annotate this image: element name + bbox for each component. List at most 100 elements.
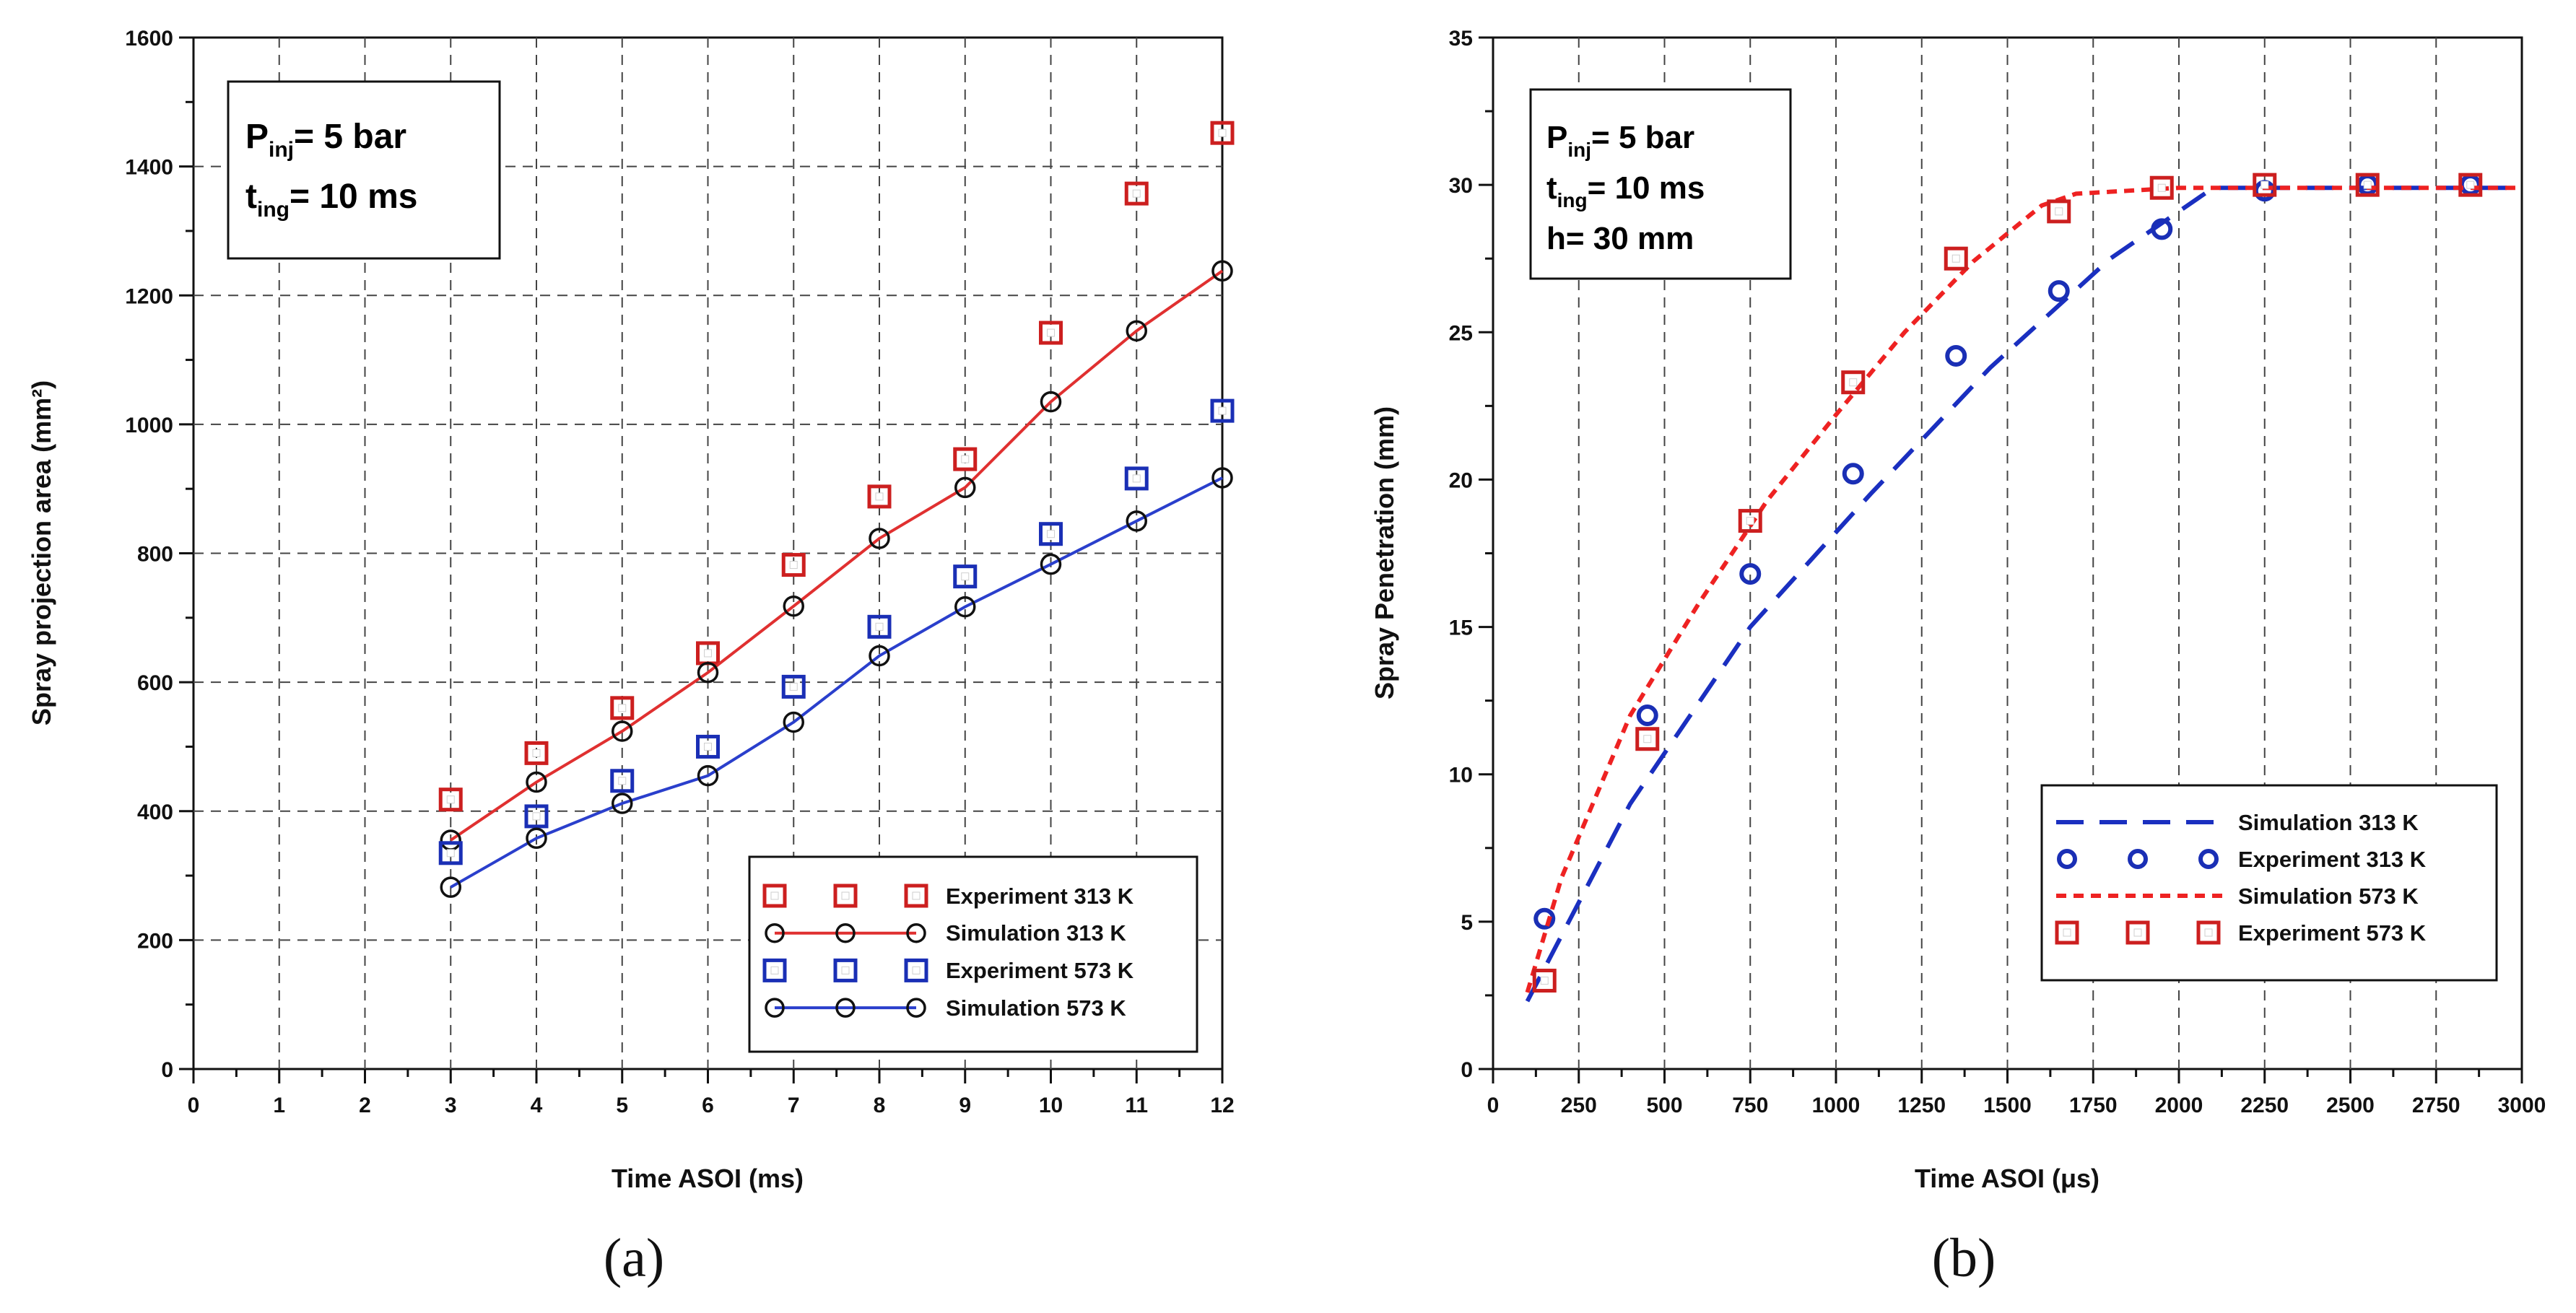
chart-b-data-point xyxy=(2149,175,2174,200)
chart-a-data-point-inner xyxy=(618,704,627,712)
chart-b-ticks: 0 250 500 750 1000 1250 1500 1750 2000 2250 2500 27… xyxy=(1449,27,2546,1117)
chart-b-data-point-inner xyxy=(1746,517,1754,525)
svg-text:ting= 10 ms: ting= 10 ms xyxy=(1546,170,1705,211)
chart-a-series-2 xyxy=(438,398,1235,865)
chart-a-data-point-inner xyxy=(1218,406,1227,415)
chart-a-legend-label: Experiment 573 K xyxy=(946,958,1134,983)
chart-a-data-point-inner xyxy=(961,455,970,463)
chart-b-data-point-inner xyxy=(2466,180,2475,189)
chart-b-x-tick-label: 3000 xyxy=(2498,1094,2546,1117)
chart-a-x-tick-label: 2 xyxy=(359,1094,371,1117)
chart-a-data-point-inner xyxy=(704,649,712,658)
chart-a-data-point xyxy=(610,769,635,793)
chart-b-data-point xyxy=(1635,727,1660,751)
chart-a-x-tick-label: 1 xyxy=(273,1094,285,1117)
chart-a-legend-symbol xyxy=(833,884,858,908)
chart-b-y-axis-label: Spray Penetration (mm) xyxy=(1370,406,1399,699)
chart-a-legend-symbol-inner xyxy=(841,891,850,900)
chart-a-data-point xyxy=(438,841,463,865)
chart-a-data-point-inner xyxy=(532,812,541,821)
chart-b-legend-symbol xyxy=(2055,920,2079,945)
chart-a-data-point xyxy=(1039,522,1063,546)
chart-a-legend-symbol-inner xyxy=(770,891,779,900)
chart-a-data-point-inner xyxy=(789,682,798,691)
chart-a-series-line xyxy=(450,269,1224,842)
svg-text:Pinj= 5 bar: Pinj= 5 bar xyxy=(1546,120,1694,161)
chart-a-x-tick-label: 3 xyxy=(445,1094,457,1117)
chart-b-legend-label: Experiment 573 K xyxy=(2238,920,2427,946)
chart-b-data-point xyxy=(2253,173,2277,197)
chart-a-legend-symbol xyxy=(762,884,787,908)
chart-a-data-point xyxy=(696,734,720,759)
chart-a-y-tick-label: 1200 xyxy=(125,284,173,308)
chart-a-data-point xyxy=(526,771,547,793)
chart-a-data-point-inner xyxy=(1218,128,1227,137)
chart-a-y-tick-label: 1000 xyxy=(125,414,173,437)
chart-a-legend-symbol xyxy=(835,998,856,1018)
chart-b-series xyxy=(1525,173,2522,1003)
chart-a-series-3 xyxy=(440,467,1233,898)
chart-b-y-tick-label: 5 xyxy=(1461,911,1473,935)
svg-text:Pinj= 5 bar: Pinj= 5 bar xyxy=(245,118,406,162)
chart-a-legend-label: Experiment 313 K xyxy=(946,884,1134,909)
chart-a-data-point xyxy=(783,711,804,733)
chart-a-data-point-inner xyxy=(1047,328,1055,337)
chart-b-data-point-inner xyxy=(1540,977,1549,985)
chart-b-legend-symbol-inner xyxy=(2204,928,2213,937)
chart-a-data-point-inner xyxy=(1047,530,1055,538)
chart-b-series-0 xyxy=(1525,186,2522,1003)
chart-b-y-tick-label: 0 xyxy=(1461,1058,1473,1082)
chart-b-legend-symbol-inner xyxy=(2063,928,2071,937)
chart-a-legend-symbol-inner xyxy=(912,966,921,974)
chart-a-data-point-inner xyxy=(446,795,455,804)
chart-a-data-point-inner xyxy=(789,561,798,570)
chart-a-legend-symbol xyxy=(906,922,926,943)
chart-b-y-tick-label: 30 xyxy=(1449,174,1473,198)
chart-a-data-point xyxy=(697,764,719,787)
chart-b-legend-label: Experiment 313 K xyxy=(2238,847,2427,872)
chart-a-x-tick-label: 12 xyxy=(1210,1094,1234,1117)
chart-a-data-point xyxy=(781,553,806,577)
chart-b-annotation: Pinj= 5 bar ting= 10 ms h= 30 mm xyxy=(1529,88,1792,280)
chart-a-data-point xyxy=(612,720,633,742)
chart-a-data-point xyxy=(954,476,976,499)
chart-a-data-point xyxy=(867,484,892,509)
chart-b-x-tick-label: 2000 xyxy=(2155,1094,2203,1117)
chart-b-y-tick-label: 20 xyxy=(1449,468,1473,492)
chart-b-data-point-inner xyxy=(2055,207,2063,216)
chart-a-y-tick-label: 0 xyxy=(161,1058,173,1082)
chart-b-data-point xyxy=(2355,173,2380,197)
chart-a-data-point-inner xyxy=(1132,474,1141,483)
chart-a-data-point xyxy=(1124,466,1149,491)
chart-a-y-tick-label: 400 xyxy=(137,801,173,824)
chart-a-x-tick-label: 0 xyxy=(188,1094,200,1117)
chart-a-legend-symbol-inner xyxy=(770,966,779,974)
chart-b-series-line xyxy=(1525,186,2522,1003)
svg-text:h= 30 mm: h= 30 mm xyxy=(1546,221,1694,256)
chart-a-data-point xyxy=(526,827,547,850)
chart-b-legend-label: Simulation 573 K xyxy=(2238,884,2419,909)
chart-a-data-point xyxy=(1126,320,1147,342)
caption-a: (a) xyxy=(604,1228,664,1288)
svg-text:ting= 10 ms: ting= 10 ms xyxy=(245,178,417,222)
chart-a-legend: Experiment 313 K Simulation 313 K Experi… xyxy=(748,855,1198,1053)
chart-b-x-tick-label: 2500 xyxy=(2326,1094,2375,1117)
chart-b-legend-label: Simulation 313 K xyxy=(2238,810,2419,835)
chart-a-data-point xyxy=(610,696,635,720)
chart-b-legend-symbol-inner xyxy=(2133,928,2142,937)
chart-a-series xyxy=(438,121,1235,898)
chart-a-data-point-inner xyxy=(618,777,627,785)
chart-b-data-point xyxy=(2458,173,2483,197)
chart-b-data-point-inner xyxy=(2363,180,2372,189)
chart-a-y-tick-label: 1600 xyxy=(125,27,173,51)
chart-b-series-3 xyxy=(1532,173,2483,993)
chart-a-data-point xyxy=(612,793,633,814)
chart-a-data-point-inner xyxy=(961,572,970,581)
chart-a-x-tick-label: 7 xyxy=(788,1094,800,1117)
chart-a-legend-symbol xyxy=(765,922,785,943)
chart-b-y-tick-label: 25 xyxy=(1449,321,1473,345)
chart-b-x-tick-label: 2250 xyxy=(2240,1094,2289,1117)
chart-b-data-point-inner xyxy=(1951,254,1960,263)
chart-a-legend-symbol xyxy=(906,998,926,1018)
chart-b-data-point xyxy=(2047,199,2071,224)
